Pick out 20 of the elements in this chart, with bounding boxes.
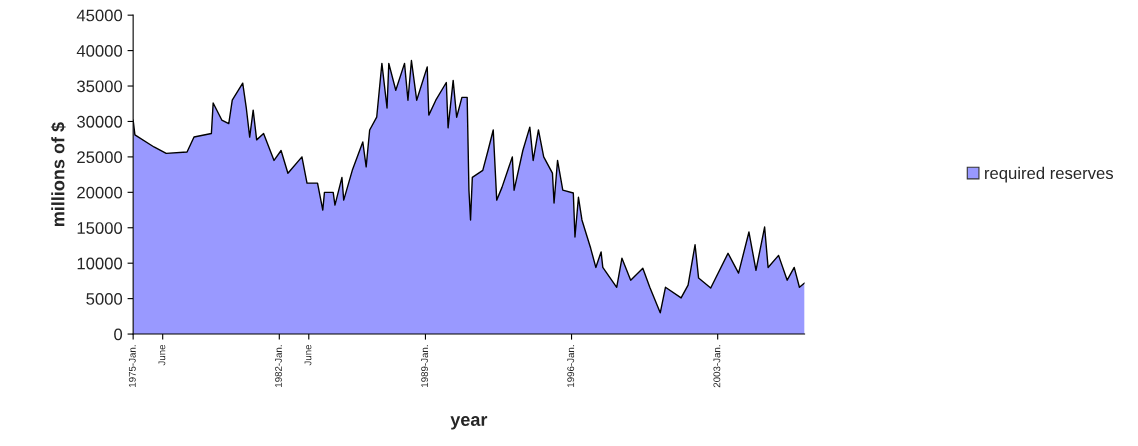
y-tick-label: 15000 <box>77 222 123 234</box>
x-tick-label: 2003-Jan. <box>713 345 721 388</box>
y-tick-label: 35000 <box>77 80 123 93</box>
x-tick-label: 1982-Jan. <box>275 345 282 387</box>
y-tick-label: 40000 <box>76 45 123 57</box>
x-tick-label: 1975-Jan. <box>128 345 136 387</box>
x-tick-label: June <box>304 344 312 366</box>
y-tick-label: 20000 <box>77 186 123 199</box>
y-tick-label: 10000 <box>77 257 123 270</box>
y-tick-label: 30000 <box>77 115 123 128</box>
x-tick-label: 1996-Jan. <box>567 345 575 387</box>
y-tick-label: 45000 <box>76 9 123 22</box>
x-tick-label: June <box>158 344 166 366</box>
y-tick-label: 0 <box>114 328 123 341</box>
y-tick-label: 25000 <box>77 151 123 164</box>
legend-label: required reserves <box>985 166 1114 183</box>
x-tick-label: 1989-Jan. <box>421 345 429 387</box>
y-tick-label: 5000 <box>86 293 123 305</box>
y-axis-title: millions of $ <box>50 122 66 227</box>
x-axis-title: year <box>450 416 488 430</box>
